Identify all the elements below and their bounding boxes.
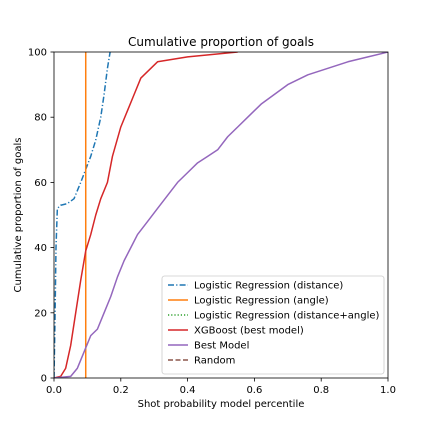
legend-label: Logistic Regression (distance+angle) [194,311,379,322]
y-tick-label: 0 [41,374,47,385]
legend-label: Best Model [194,341,249,352]
x-tick-label: 0.4 [180,385,196,396]
legend-frame [161,275,385,375]
y-tick-label: 100 [28,48,47,59]
y-axis: 0 20 40 60 80 100 [28,48,54,385]
x-axis-label: Shot probability model percentile [138,399,305,410]
legend-label: Logistic Regression (angle) [194,296,329,307]
x-axis: 0.0 0.2 0.4 0.6 0.8 1.0 [46,378,396,396]
legend-label: Random [194,356,235,367]
y-tick-label: 40 [34,243,47,254]
x-tick-label: 0.2 [113,385,129,396]
series-line-0 [54,52,111,378]
y-tick-label: 80 [34,113,47,124]
x-tick-label: 0.8 [313,385,329,396]
legend-label: Logistic Regression (distance) [194,281,343,292]
chart-title: Cumulative proportion of goals [128,35,314,49]
legend: Logistic Regression (distance) Logistic R… [161,275,385,375]
legend-label: XGBoost (best model) [194,326,304,337]
y-tick-label: 60 [34,178,47,189]
x-tick-label: 0.6 [246,385,262,396]
series-line-3 [54,52,238,378]
y-tick-label: 20 [34,308,47,319]
series-line-4 [54,52,388,378]
plot-area-frame [53,51,389,379]
x-tick-label: 1.0 [380,385,396,396]
x-tick-label: 0.0 [46,385,62,396]
y-axis-label: Cumulative proportion of goals [13,138,24,293]
